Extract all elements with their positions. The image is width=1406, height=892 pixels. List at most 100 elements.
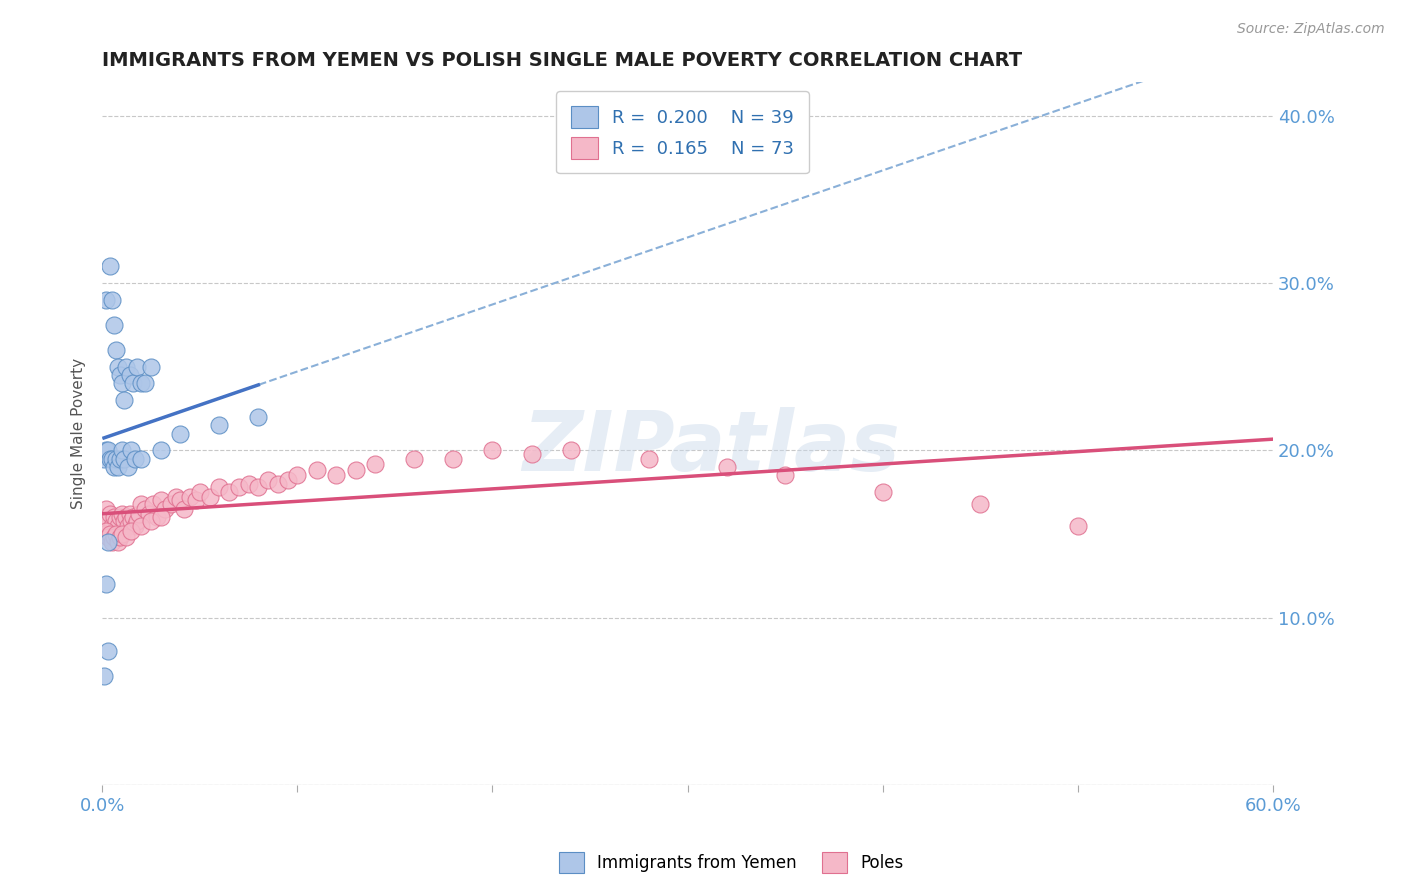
- Point: [112, 393, 135, 408]
- Point: [93, 669, 115, 683]
- Point: [139, 514, 162, 528]
- Point: [169, 493, 191, 508]
- Text: Source: ZipAtlas.com: Source: ZipAtlas.com: [1237, 22, 1385, 37]
- Point: [108, 368, 131, 382]
- Point: [560, 443, 582, 458]
- Point: [98, 507, 121, 521]
- Point: [146, 510, 169, 524]
- Point: [773, 468, 796, 483]
- Point: [127, 514, 149, 528]
- Point: [149, 493, 172, 508]
- Point: [97, 535, 120, 549]
- Point: [153, 501, 176, 516]
- Point: [184, 493, 207, 508]
- Point: [139, 359, 162, 374]
- Point: [129, 518, 152, 533]
- Point: [228, 480, 250, 494]
- Point: [114, 510, 136, 524]
- Point: [111, 527, 134, 541]
- Point: [325, 468, 347, 483]
- Point: [969, 497, 991, 511]
- Point: [94, 501, 117, 516]
- Point: [103, 510, 125, 524]
- Point: [179, 490, 201, 504]
- Point: [208, 418, 231, 433]
- Point: [520, 447, 543, 461]
- Point: [173, 501, 195, 516]
- Point: [138, 507, 160, 521]
- Point: [122, 376, 145, 391]
- Point: [98, 260, 121, 274]
- Point: [104, 451, 127, 466]
- Point: [285, 468, 308, 483]
- Legend: Immigrants from Yemen, Poles: Immigrants from Yemen, Poles: [553, 846, 910, 880]
- Point: [93, 510, 115, 524]
- Point: [94, 577, 117, 591]
- Point: [93, 527, 115, 541]
- Point: [111, 443, 134, 458]
- Point: [134, 376, 156, 391]
- Point: [97, 443, 120, 458]
- Point: [94, 293, 117, 307]
- Point: [257, 474, 280, 488]
- Point: [111, 507, 134, 521]
- Point: [117, 460, 139, 475]
- Text: IMMIGRANTS FROM YEMEN VS POLISH SINGLE MALE POVERTY CORRELATION CHART: IMMIGRANTS FROM YEMEN VS POLISH SINGLE M…: [103, 51, 1022, 70]
- Point: [344, 463, 367, 477]
- Point: [103, 530, 125, 544]
- Point: [101, 518, 124, 533]
- Point: [101, 535, 124, 549]
- Point: [107, 460, 129, 475]
- Point: [305, 463, 328, 477]
- Point: [118, 507, 141, 521]
- Point: [114, 530, 136, 544]
- Point: [104, 343, 127, 357]
- Point: [94, 524, 117, 538]
- Point: [98, 527, 121, 541]
- Point: [188, 485, 211, 500]
- Point: [716, 460, 738, 475]
- Point: [103, 460, 125, 475]
- Point: [127, 359, 149, 374]
- Point: [97, 514, 120, 528]
- Point: [129, 497, 152, 511]
- Point: [108, 530, 131, 544]
- Point: [98, 451, 121, 466]
- Point: [247, 409, 270, 424]
- Point: [134, 501, 156, 516]
- Point: [159, 497, 181, 511]
- Point: [165, 490, 187, 504]
- Point: [118, 368, 141, 382]
- Point: [117, 518, 139, 533]
- Point: [97, 530, 120, 544]
- Point: [111, 376, 134, 391]
- Point: [218, 485, 240, 500]
- Point: [121, 524, 143, 538]
- Point: [481, 443, 503, 458]
- Y-axis label: Single Male Poverty: Single Male Poverty: [72, 358, 86, 509]
- Point: [277, 474, 299, 488]
- Point: [149, 510, 172, 524]
- Point: [121, 514, 143, 528]
- Text: ZIPatlas: ZIPatlas: [522, 407, 900, 488]
- Point: [101, 293, 124, 307]
- Point: [1067, 518, 1090, 533]
- Point: [104, 527, 127, 541]
- Point: [124, 518, 146, 533]
- Point: [104, 514, 127, 528]
- Point: [149, 443, 172, 458]
- Legend: R =  0.200    N = 39, R =  0.165    N = 73: R = 0.200 N = 39, R = 0.165 N = 73: [557, 91, 808, 173]
- Point: [107, 535, 129, 549]
- Point: [124, 451, 146, 466]
- Point: [129, 376, 152, 391]
- Point: [121, 443, 143, 458]
- Point: [872, 485, 894, 500]
- Point: [129, 451, 152, 466]
- Point: [128, 507, 150, 521]
- Point: [637, 451, 659, 466]
- Point: [108, 451, 131, 466]
- Point: [112, 514, 135, 528]
- Point: [107, 359, 129, 374]
- Point: [122, 510, 145, 524]
- Point: [443, 451, 465, 466]
